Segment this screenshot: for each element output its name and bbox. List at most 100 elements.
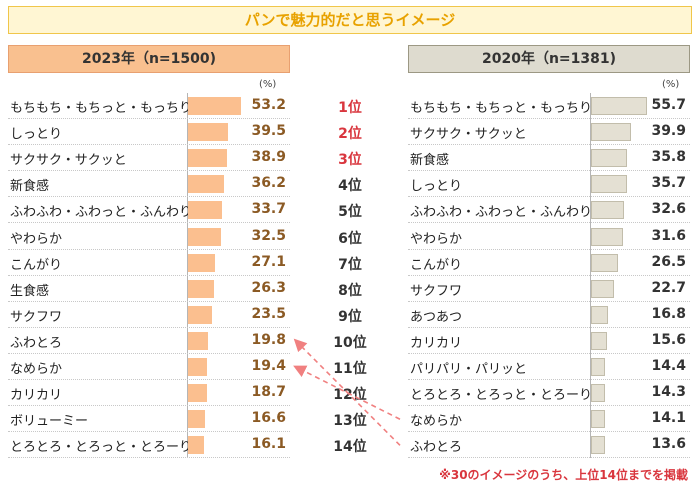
bar2020-row xyxy=(408,406,690,433)
bar2023-category-label: 生食感 xyxy=(10,283,50,299)
bar2023-row xyxy=(8,145,290,172)
bar2020-axis xyxy=(590,93,591,459)
rank-label: 12位 xyxy=(333,387,367,404)
bar2020-bar xyxy=(591,123,631,142)
rank-label: 4位 xyxy=(338,178,362,195)
rank-label: 10位 xyxy=(333,334,367,351)
bar2020-value-label: 55.7 xyxy=(651,97,686,113)
bar2023-category-label: カリカリ xyxy=(10,388,63,404)
rank-label: 6位 xyxy=(338,230,362,247)
rank-label: 2位 xyxy=(338,126,362,143)
rank-label: 8位 xyxy=(338,282,362,299)
bar2020-category-label: ふわとろ xyxy=(410,440,463,456)
rank-label: 5位 xyxy=(338,204,362,221)
bar2020-category-label: とろとろ・とろっと・とろーり xyxy=(410,388,593,404)
bar2020-value-label: 14.1 xyxy=(651,410,686,427)
bar2020-bar xyxy=(591,305,608,324)
rank-label: 14位 xyxy=(333,439,367,456)
bar2023-category-label: もちもち・もちっと・もっちり xyxy=(10,101,193,116)
bar2023-row xyxy=(8,354,290,381)
bar2020-row xyxy=(408,276,690,302)
bar2020-bar xyxy=(591,97,647,115)
bar2020-row xyxy=(408,354,690,381)
bar2020-category-label: 新食感 xyxy=(410,153,450,169)
bar2020-value-label: 22.7 xyxy=(651,279,686,296)
bar2023-bar xyxy=(188,123,228,142)
unit-label-2020: (%) xyxy=(662,79,680,90)
bar2020-category-label: カリカリ xyxy=(410,335,463,351)
bar2020-value-label: 26.5 xyxy=(651,253,686,270)
bar2020-value-label: 15.6 xyxy=(651,331,686,348)
bar2020-value-label: 31.6 xyxy=(651,227,686,244)
bar2023-value-label: 19.4 xyxy=(251,358,286,374)
bar2020-value-label: 35.8 xyxy=(651,149,686,166)
bar2020-category-label: こんがり xyxy=(410,257,463,273)
header-2020: 2020年（n=1381) xyxy=(408,45,690,73)
rank-label: 7位 xyxy=(338,256,362,273)
bar2020-row xyxy=(408,145,690,172)
footnote: ※30のイメージのうち、上位14位までを掲載 xyxy=(439,468,688,482)
bar2020-bar xyxy=(591,253,618,272)
bar2023-bar xyxy=(188,331,208,350)
bar2023-row xyxy=(8,406,290,433)
bar2020-row xyxy=(408,302,690,328)
bar2023-value-label: 23.5 xyxy=(251,305,286,322)
rank-label: 1位 xyxy=(338,100,362,116)
bar2023-value-label: 27.1 xyxy=(251,253,286,270)
bar2023-row xyxy=(8,250,290,276)
bar2020-category-label: あつあつ xyxy=(410,309,463,325)
bar2020-row xyxy=(408,197,690,224)
bar2023-value-label: 16.6 xyxy=(251,410,286,427)
bar2023-category-label: サクサク・サクッと xyxy=(10,153,127,169)
bar2020-value-label: 32.6 xyxy=(651,201,686,218)
bar2023-category-label: やわらか xyxy=(10,231,63,247)
bar2020-category-label: やわらか xyxy=(410,231,463,247)
bar2023-row xyxy=(8,328,290,354)
bar2020-category-label: もちもち・もちっと・もっちり xyxy=(410,101,593,116)
bar2020-bar xyxy=(591,227,623,246)
bar2020-row xyxy=(408,171,690,198)
bar2023-row xyxy=(8,276,290,302)
bar2023-row xyxy=(8,197,290,224)
unit-label-2023: (%) xyxy=(259,79,277,90)
bar2023-bar xyxy=(188,149,227,168)
bar2023-category-label: 新食感 xyxy=(10,179,50,195)
bar2020-value-label: 14.4 xyxy=(651,358,686,374)
bar2020-row xyxy=(408,93,690,120)
bar2020-value-label: 35.7 xyxy=(651,175,686,192)
bar2020-bar xyxy=(591,410,606,429)
bar2020-bar xyxy=(591,149,627,168)
bar2020-row xyxy=(408,224,690,250)
bar2023-bar xyxy=(188,279,215,298)
bar2023-category-label: なめらか xyxy=(10,362,63,377)
bar2023-bar xyxy=(188,253,216,272)
bar2023-value-label: 33.7 xyxy=(251,201,286,218)
bar2023-row xyxy=(8,432,290,459)
bar2023-bar xyxy=(188,410,205,429)
bar2023-bar xyxy=(188,436,205,455)
bar2020-bar xyxy=(591,358,606,376)
bar2023-value-label: 39.5 xyxy=(251,123,286,140)
bar2023-category-label: ふわふわ・ふわっと・ふんわり xyxy=(10,205,193,221)
bar2023-bar xyxy=(188,97,242,115)
rank-label: 9位 xyxy=(338,308,362,325)
bar2020-value-label: 14.3 xyxy=(651,384,686,401)
bar2020-bar xyxy=(591,201,624,220)
bar2023-value-label: 32.5 xyxy=(251,227,286,244)
bar2023-bar xyxy=(188,175,225,194)
bar2023-category-label: ボリューミー xyxy=(10,414,89,430)
chart-title: パンで魅力的だと思うイメージ xyxy=(8,6,692,34)
bar2023-bar xyxy=(188,227,221,246)
rank-label: 3位 xyxy=(338,152,362,169)
bar2020-row xyxy=(408,328,690,354)
bar2020-bar xyxy=(591,384,606,403)
rank-label: 11位 xyxy=(333,361,367,377)
bar2023-row xyxy=(8,93,290,120)
bar2023-row xyxy=(8,171,290,198)
bar2023-row xyxy=(8,302,290,328)
bar2023-value-label: 26.3 xyxy=(251,279,286,296)
bar2020-row xyxy=(408,119,690,146)
bar2023-row xyxy=(8,224,290,250)
bar2020-value-label: 13.6 xyxy=(651,436,686,453)
bar2023-row xyxy=(8,119,290,146)
